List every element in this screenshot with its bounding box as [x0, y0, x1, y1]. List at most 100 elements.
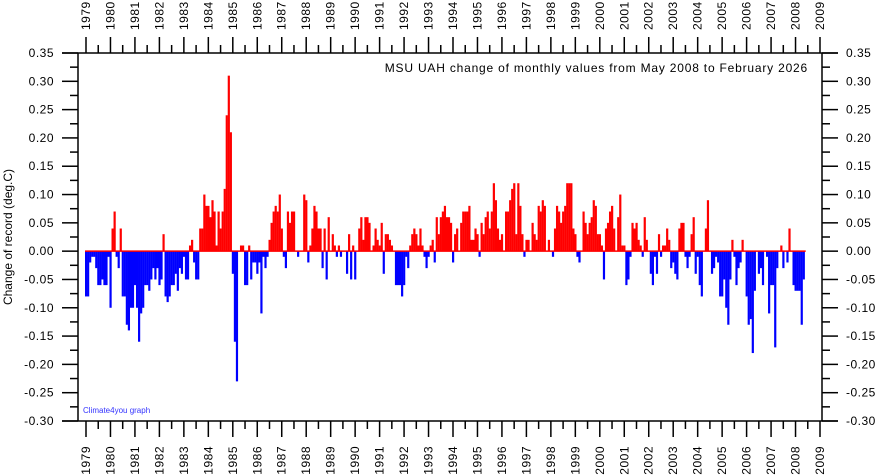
bar	[411, 234, 414, 252]
bar	[617, 217, 620, 252]
bar	[266, 251, 269, 257]
bar	[127, 251, 131, 331]
x-tick-label-bottom: 2008	[789, 446, 803, 475]
y-tick-label-left: 0.30	[29, 74, 54, 88]
bar	[507, 211, 510, 252]
bar	[337, 245, 341, 252]
bar	[374, 228, 377, 252]
bar	[388, 239, 391, 252]
x-tick-label-top: 1994	[446, 1, 460, 30]
bar	[645, 239, 648, 252]
bar	[653, 251, 657, 257]
bar	[564, 205, 567, 252]
x-tick-label-top: 1985	[226, 1, 240, 30]
y-tick-label-right: 0.30	[846, 74, 871, 88]
x-tick-label-bottom: 1983	[177, 446, 191, 475]
bar	[551, 251, 555, 257]
x-tick-label-top: 1998	[544, 1, 558, 30]
bar	[321, 251, 324, 269]
bar	[138, 251, 141, 342]
bar	[231, 251, 234, 274]
bar	[188, 245, 192, 252]
bar	[505, 211, 508, 252]
bar	[445, 217, 449, 252]
bar	[500, 234, 504, 252]
bar	[492, 183, 495, 252]
bar	[698, 251, 701, 286]
bar	[802, 251, 805, 280]
bar	[221, 211, 224, 252]
y-tick-label-left: -0.15	[24, 329, 54, 343]
bar	[676, 251, 679, 280]
y-tick-label-left: 0.25	[29, 103, 54, 117]
bar	[770, 251, 773, 286]
bar	[239, 245, 243, 252]
bar	[657, 234, 661, 252]
bar	[558, 211, 561, 252]
bar	[717, 251, 720, 263]
bar	[574, 234, 577, 252]
bar	[680, 222, 683, 252]
x-tick-label-bottom: 1987	[275, 446, 289, 475]
bar	[666, 228, 669, 252]
axes-group: 0.35 0.35 0.30 0.30 0.25 0.25 0.20 0.20 0.15 0.15…	[24, 1, 876, 475]
bar	[521, 234, 524, 252]
bar	[621, 245, 624, 252]
y-tick-label-left: 0.00	[29, 244, 54, 258]
bar	[449, 222, 453, 252]
bar	[164, 251, 167, 297]
bar	[309, 245, 312, 252]
bar	[682, 222, 685, 252]
x-tick-label-bottom: 1998	[544, 446, 558, 475]
bar	[513, 183, 516, 252]
bar	[87, 251, 90, 297]
bar	[496, 228, 500, 252]
bar	[417, 245, 420, 252]
bar	[568, 183, 571, 252]
bar	[731, 239, 734, 252]
x-tick-label-top: 1979	[79, 1, 93, 30]
x-tick-label-top: 1981	[128, 1, 142, 30]
bar	[207, 205, 210, 252]
bar	[710, 251, 714, 274]
bar	[398, 251, 402, 286]
bar	[672, 251, 675, 263]
bar	[276, 211, 279, 252]
bar	[631, 222, 634, 252]
y-tick-label-left: -0.05	[24, 272, 54, 286]
bar	[162, 234, 165, 252]
bar	[313, 205, 316, 252]
bar	[655, 251, 659, 274]
bar	[284, 251, 287, 269]
bar	[219, 228, 222, 252]
bar	[107, 251, 110, 257]
x-tick-label-bottom: 1985	[226, 446, 240, 475]
bar	[786, 251, 789, 263]
x-tick-label-bottom: 1996	[495, 446, 509, 475]
y-tick-label-right: -0.05	[846, 272, 876, 286]
bar	[482, 234, 485, 252]
bar	[639, 245, 642, 252]
bar	[788, 228, 791, 252]
bar	[396, 251, 400, 286]
bar	[796, 251, 799, 291]
bar	[93, 251, 96, 257]
bar	[753, 251, 756, 291]
x-tick-label-top: 2009	[813, 1, 827, 30]
bar	[704, 228, 708, 252]
bar	[700, 251, 703, 297]
x-tick-label-top: 1996	[495, 1, 509, 30]
bar	[274, 205, 277, 252]
bar	[712, 251, 716, 269]
y-tick-label-right: 0.15	[846, 159, 871, 173]
bar	[358, 228, 361, 252]
bar	[431, 239, 434, 252]
bar	[735, 251, 738, 286]
bar	[158, 251, 161, 286]
bar	[664, 245, 667, 252]
bar	[435, 217, 438, 252]
y-tick-label-left: 0.15	[29, 159, 54, 173]
bar	[303, 194, 306, 252]
bar	[441, 211, 444, 252]
bar	[186, 251, 190, 280]
